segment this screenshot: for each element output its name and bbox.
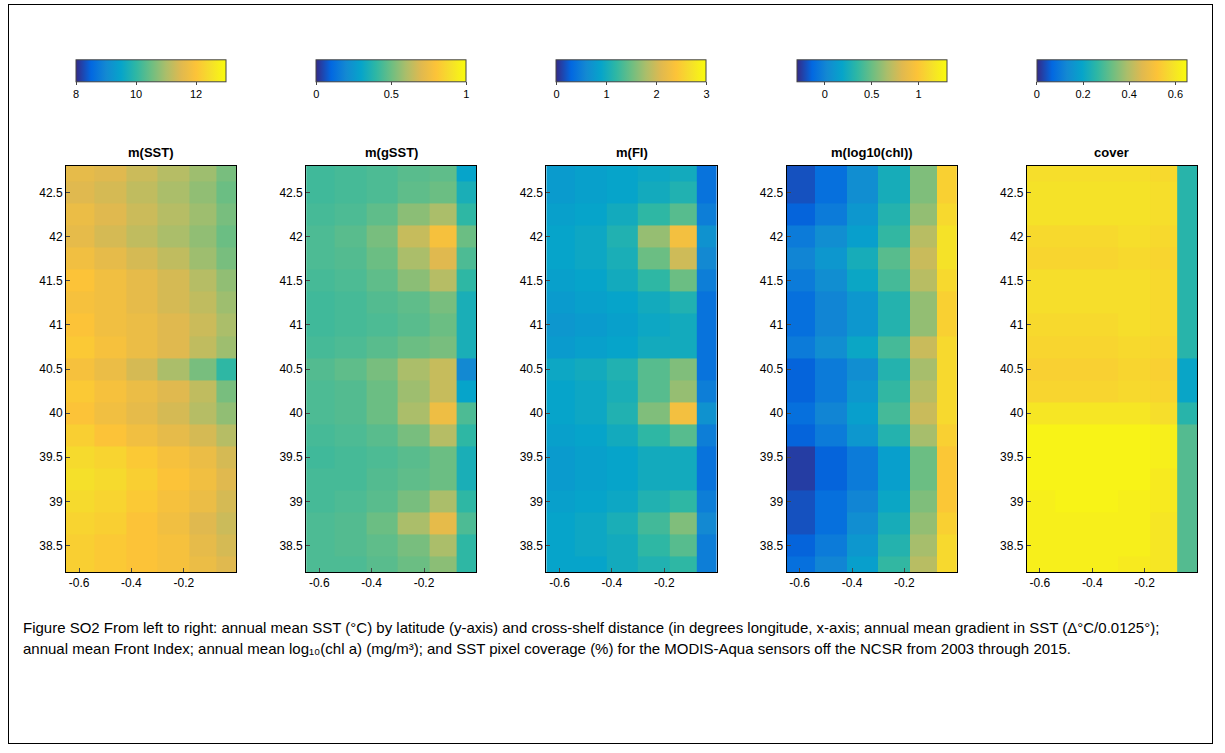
svg-text:42.5: 42.5	[760, 186, 784, 200]
svg-text:41.5: 41.5	[760, 274, 784, 288]
svg-text:1: 1	[463, 88, 469, 100]
svg-text:0: 0	[553, 88, 559, 100]
svg-text:41: 41	[770, 318, 784, 332]
svg-text:m(log10(chl)): m(log10(chl))	[831, 145, 913, 160]
svg-text:39: 39	[49, 495, 63, 509]
svg-text:40.5: 40.5	[520, 362, 544, 376]
svg-text:41: 41	[1010, 318, 1024, 332]
svg-text:40: 40	[1010, 406, 1024, 420]
svg-text:-0.4: -0.4	[361, 576, 382, 590]
svg-text:39.5: 39.5	[279, 450, 303, 464]
svg-text:40.5: 40.5	[760, 362, 784, 376]
svg-text:40.5: 40.5	[1000, 362, 1024, 376]
svg-text:38.5: 38.5	[39, 539, 63, 553]
svg-text:39.5: 39.5	[520, 450, 544, 464]
svg-text:41: 41	[289, 318, 303, 332]
svg-text:-0.6: -0.6	[789, 576, 810, 590]
svg-text:8: 8	[73, 88, 79, 100]
svg-text:38.5: 38.5	[279, 539, 303, 553]
svg-text:3: 3	[703, 88, 709, 100]
svg-text:10: 10	[130, 88, 142, 100]
svg-text:40: 40	[289, 406, 303, 420]
svg-text:-0.2: -0.2	[414, 576, 435, 590]
svg-text:-0.2: -0.2	[1134, 576, 1155, 590]
svg-text:-0.6: -0.6	[69, 576, 90, 590]
svg-text:-0.4: -0.4	[121, 576, 142, 590]
svg-text:m(FI): m(FI)	[616, 145, 648, 160]
svg-text:-0.6: -0.6	[309, 576, 330, 590]
svg-text:39.5: 39.5	[39, 450, 63, 464]
svg-text:0: 0	[313, 88, 319, 100]
svg-text:-0.4: -0.4	[602, 576, 623, 590]
svg-text:42: 42	[770, 230, 784, 244]
svg-text:42.5: 42.5	[520, 186, 544, 200]
svg-text:40.5: 40.5	[39, 362, 63, 376]
svg-text:39: 39	[1010, 495, 1024, 509]
svg-text:41: 41	[49, 318, 63, 332]
svg-text:-0.2: -0.2	[894, 576, 915, 590]
svg-text:12: 12	[190, 88, 202, 100]
svg-text:39: 39	[770, 495, 784, 509]
svg-text:38.5: 38.5	[760, 539, 784, 553]
svg-text:m(SST): m(SST)	[128, 145, 174, 160]
svg-text:42.5: 42.5	[279, 186, 303, 200]
svg-text:m(gSST): m(gSST)	[365, 145, 418, 160]
svg-text:42.5: 42.5	[1000, 186, 1024, 200]
svg-text:-0.2: -0.2	[173, 576, 194, 590]
html-text:Figure SO2 From left to right:: Figure SO2 From left to right: annual me…	[23, 619, 1160, 657]
svg-text:0.4: 0.4	[1122, 88, 1137, 100]
svg-text:0.2: 0.2	[1075, 88, 1090, 100]
svg-text:-0.4: -0.4	[1082, 576, 1103, 590]
svg-text:-0.4: -0.4	[842, 576, 863, 590]
svg-text:39: 39	[289, 495, 303, 509]
svg-text:41.5: 41.5	[1000, 274, 1024, 288]
svg-text:40: 40	[530, 406, 544, 420]
svg-text:0: 0	[822, 88, 828, 100]
svg-text:-0.2: -0.2	[654, 576, 675, 590]
svg-text:41.5: 41.5	[520, 274, 544, 288]
svg-text:40: 40	[49, 406, 63, 420]
svg-text:41.5: 41.5	[279, 274, 303, 288]
svg-text:1: 1	[603, 88, 609, 100]
svg-text:40.5: 40.5	[279, 362, 303, 376]
svg-text:0.5: 0.5	[384, 88, 399, 100]
svg-text:41: 41	[530, 318, 544, 332]
svg-text:42: 42	[530, 230, 544, 244]
svg-text:2: 2	[653, 88, 659, 100]
svg-text:0: 0	[1034, 88, 1040, 100]
svg-text:-0.6: -0.6	[549, 576, 570, 590]
svg-text:42: 42	[289, 230, 303, 244]
svg-text:39.5: 39.5	[1000, 450, 1024, 464]
svg-text:42: 42	[1010, 230, 1024, 244]
svg-text:0.5: 0.5	[864, 88, 879, 100]
svg-text:1: 1	[916, 88, 922, 100]
svg-text:42.5: 42.5	[39, 186, 63, 200]
svg-text:cover: cover	[1094, 145, 1129, 160]
svg-text:38.5: 38.5	[1000, 539, 1024, 553]
svg-text:38.5: 38.5	[520, 539, 544, 553]
svg-text:40: 40	[770, 406, 784, 420]
svg-text:-0.6: -0.6	[1030, 576, 1051, 590]
svg-text:39.5: 39.5	[760, 450, 784, 464]
svg-text:42: 42	[49, 230, 63, 244]
svg-text:41.5: 41.5	[39, 274, 63, 288]
svg-text:0.6: 0.6	[1168, 88, 1183, 100]
svg-text:39: 39	[530, 495, 544, 509]
